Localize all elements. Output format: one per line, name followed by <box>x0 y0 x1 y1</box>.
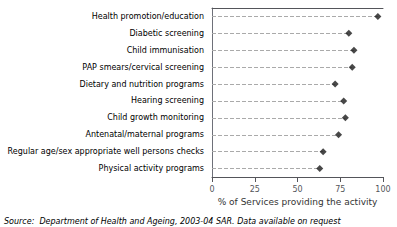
svg-text:% of Services providing the ac: % of Services providing the activity <box>218 197 378 207</box>
svg-text:Hearing screening: Hearing screening <box>131 96 204 105</box>
svg-text:Health promotion/education: Health promotion/education <box>92 12 204 21</box>
svg-text:100: 100 <box>375 185 390 194</box>
svg-text:Source: Department of Health: Source: Department of Health and Ageing,… <box>4 217 341 226</box>
svg-text:0: 0 <box>209 185 214 194</box>
svg-text:PAP smears/cervical screening: PAP smears/cervical screening <box>82 63 204 72</box>
svg-text:Child immunisation: Child immunisation <box>127 46 204 55</box>
svg-text:Regular age/sex appropriate we: Regular age/sex appropriate well persons… <box>8 147 204 156</box>
svg-text:25: 25 <box>250 185 260 194</box>
svg-text:75: 75 <box>335 185 345 194</box>
svg-text:50: 50 <box>292 185 302 194</box>
svg-text:Child growth monitoring: Child growth monitoring <box>107 113 204 122</box>
svg-text:Physical activity programs: Physical activity programs <box>99 164 204 173</box>
svg-text:Dietary and nutrition programs: Dietary and nutrition programs <box>80 80 204 89</box>
svg-text:Diabetic screening: Diabetic screening <box>129 29 204 38</box>
svg-text:Antenatal/maternal programs: Antenatal/maternal programs <box>86 130 205 139</box>
